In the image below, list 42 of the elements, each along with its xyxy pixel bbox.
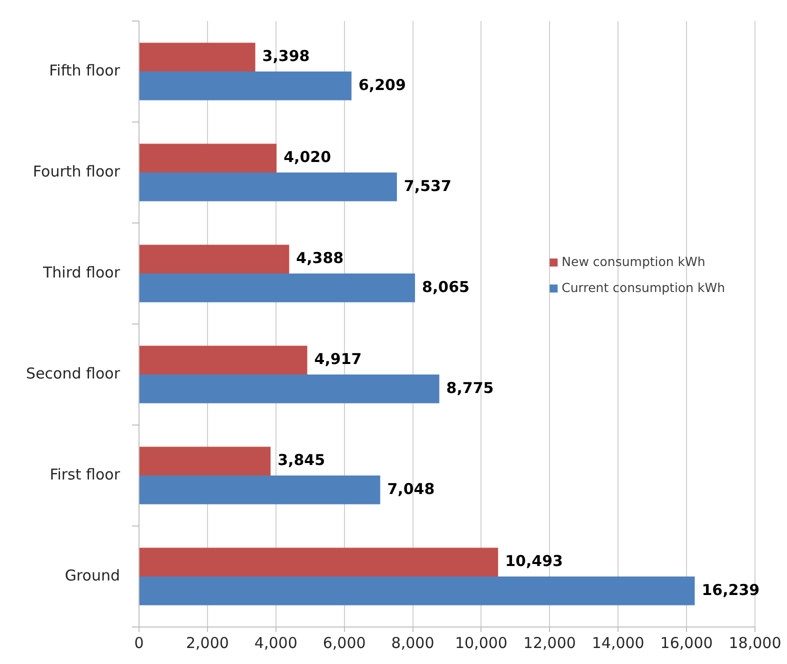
x-tick-label: 12,000 <box>523 634 576 652</box>
y-tick-label: Fourth floor <box>32 162 121 180</box>
x-tick-label: 8,000 <box>391 634 434 652</box>
data-label: 3,398 <box>262 47 310 65</box>
bar <box>140 374 440 404</box>
data-label: 4,388 <box>296 249 344 267</box>
data-label: 3,845 <box>278 451 326 469</box>
x-tick-label: 16,000 <box>660 634 713 652</box>
data-label: 8,065 <box>422 278 470 296</box>
y-tick-label: Second floor <box>26 364 121 382</box>
x-tick-label: 18,000 <box>728 634 782 652</box>
data-label: 4,020 <box>284 148 332 166</box>
x-tick-label: 6,000 <box>322 634 366 652</box>
y-tick-label: Fifth floor <box>49 61 121 80</box>
bar <box>140 42 256 72</box>
bar <box>140 172 397 202</box>
data-label: 16,239 <box>702 580 760 599</box>
bar <box>140 576 695 606</box>
x-tick-label: 2,000 <box>186 634 229 652</box>
data-label: 8,775 <box>446 378 494 397</box>
x-tick-label: 4,000 <box>254 634 298 652</box>
bar <box>140 144 277 172</box>
bar <box>140 548 498 576</box>
legend-label: New consumption kWh <box>562 254 706 269</box>
x-tick-label: 14,000 <box>592 634 644 652</box>
legend-label: Current consumption kWh <box>562 280 726 295</box>
data-label: 7,048 <box>387 480 435 498</box>
x-tick-label: 10,000 <box>454 634 508 652</box>
bar <box>140 346 308 374</box>
data-label: 4,917 <box>314 350 362 368</box>
bar <box>140 244 290 274</box>
x-tick-label: 0 <box>134 634 144 652</box>
bar <box>140 476 380 504</box>
y-tick-label: Ground <box>64 566 120 584</box>
data-label: 6,209 <box>358 76 406 94</box>
data-label: 7,537 <box>404 176 452 195</box>
data-label: 10,493 <box>505 552 563 570</box>
y-tick-label: Third floor <box>42 263 121 282</box>
y-tick-label: First floor <box>50 465 121 484</box>
bar <box>140 446 271 476</box>
bar <box>140 274 415 302</box>
bar <box>140 72 352 100</box>
